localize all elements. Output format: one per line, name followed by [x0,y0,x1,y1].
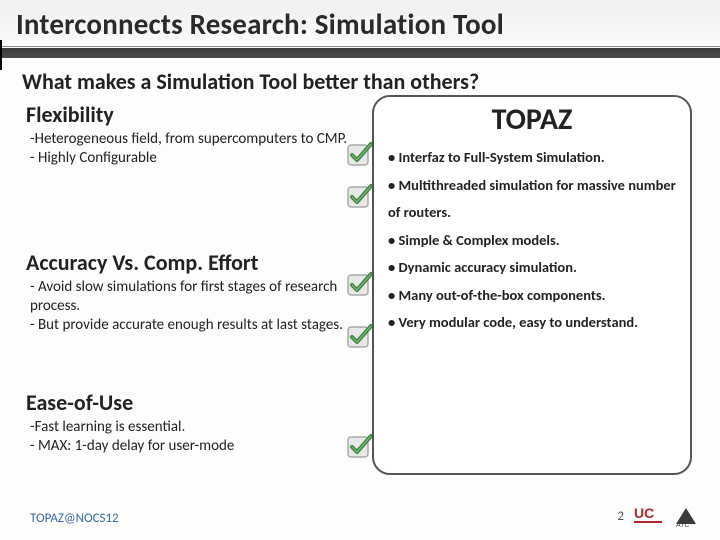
section-heading: Ease-of-Use [26,389,356,416]
svg-text:UC: UC [634,505,654,521]
title-underline [0,46,720,47]
checkmark-icon [346,321,374,349]
topaz-feature: • Multithreaded simulation for massive n… [386,172,678,227]
topaz-title: TOPAZ [386,101,678,144]
section-heading: Flexibility [26,101,356,128]
slide: Interconnects Research: Simulation Tool … [0,0,720,540]
topaz-feature: • Simple & Complex models. [386,227,678,255]
section-body: -Heterogeneous field, from supercomputer… [26,128,356,168]
section-ease: Ease-of-Use -Fast learning is essential.… [26,389,356,456]
section-body: - Avoid slow simulations for first stage… [26,276,356,336]
section-body: -Fast learning is essential.- MAX: 1-day… [26,416,356,456]
title-bar [0,48,720,58]
checkmark-icon [346,431,374,459]
section-flexibility: Flexibility -Heterogeneous field, from s… [26,101,356,168]
topaz-feature: • Interfaz to Full-System Simulation. [386,144,678,172]
topaz-feature: • Dynamic accuracy simulation. [386,254,678,282]
svg-text:ATC: ATC [676,522,689,528]
decoration-edge [0,40,2,70]
page-number: 2 [617,509,624,524]
topaz-feature: • Many out-of-the-box components. [386,282,678,310]
atc-logo: ATC [672,502,714,528]
checkmark-icon [346,269,374,297]
slide-title: Interconnects Research: Simulation Tool [0,0,720,42]
topaz-feature: • Very modular code, easy to understand. [386,309,678,337]
topaz-box: TOPAZ • Interfaz to Full-System Simulati… [372,95,692,475]
checkmark-icon [346,181,374,209]
checkmark-icon [346,139,374,167]
section-accuracy: Accuracy Vs. Comp. Effort - Avoid slow s… [26,249,356,336]
footer-left: TOPAZ@NOCS12 [30,511,119,526]
footer: TOPAZ@NOCS12 2 UC ATC [0,502,720,532]
uc-logo: UC [632,502,668,528]
topaz-panel: TOPAZ • Interfaz to Full-System Simulati… [372,95,692,475]
section-heading: Accuracy Vs. Comp. Effort [26,249,356,276]
